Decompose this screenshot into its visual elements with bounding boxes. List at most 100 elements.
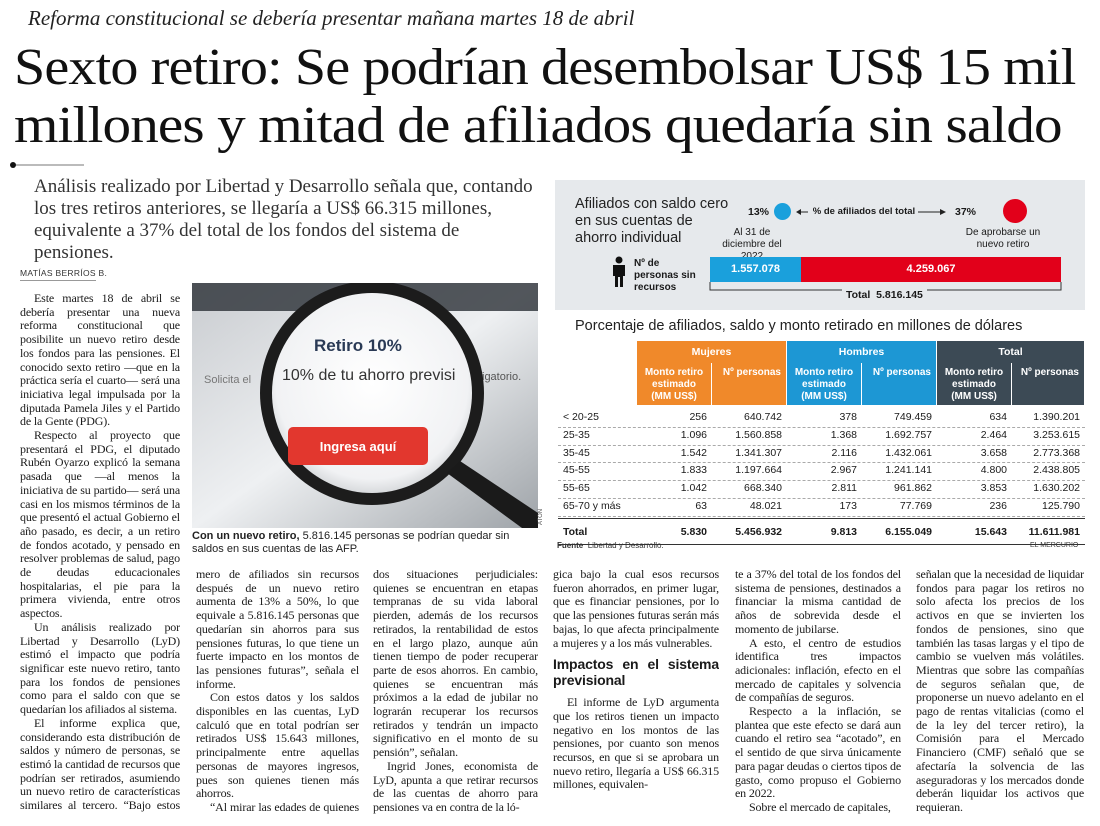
- row-line: [558, 515, 1085, 517]
- column: gica bajo la cual esos recursos fueron a…: [553, 568, 719, 814]
- table-cell: 2.967: [830, 464, 857, 477]
- subheader: Monto retiro estimado (MM US$): [637, 363, 711, 405]
- paragraph: señalan que la necesidad de liquidar fon…: [916, 568, 1084, 814]
- table-cell: 749.459: [894, 411, 932, 423]
- table-cell: 5.830: [680, 525, 707, 538]
- dot: [774, 203, 791, 220]
- table-cell: 1.692.757: [885, 428, 932, 441]
- table-cell: 63: [695, 500, 707, 512]
- total-value: 5.816.145: [876, 289, 923, 301]
- caption-text: 5.816.145 personas se podrían quedar sin…: [192, 530, 510, 555]
- column: te a 37% del total de los fondos del sis…: [735, 568, 901, 814]
- info-title: Afiliados con saldo cero en sus cuentas …: [575, 196, 729, 246]
- table-cell: 668.340: [744, 482, 782, 495]
- lead: Análisis realizado por Libertad y Desarr…: [34, 176, 533, 263]
- table-cell: 77.769: [899, 500, 932, 512]
- paragraph: te a 37% del total de los fondos del sis…: [735, 568, 901, 636]
- bar-before: 1.557.078: [710, 257, 801, 282]
- column: dos situaciones perjudiciales: quienes s…: [373, 568, 538, 814]
- subheader: Monto retiro estimado (MM US$): [937, 363, 1011, 405]
- row-line: [558, 543, 1085, 545]
- byline-rule: [20, 280, 96, 281]
- paragraph: Respecto al proyecto que presentará el P…: [20, 428, 180, 621]
- table-cell: 1.096: [680, 428, 707, 441]
- table-cell: 173: [839, 500, 857, 512]
- table-cell: 5.456.932: [735, 525, 782, 538]
- infographic-box: [555, 180, 1085, 310]
- total-label: Total: [846, 289, 871, 301]
- table-cell: 961.862: [894, 482, 932, 495]
- table-cell: 2.438.805: [1033, 464, 1080, 477]
- row-label: 65-70 y más: [563, 500, 621, 512]
- paragraph: Respecto a la inflación, se plantea que …: [735, 704, 901, 801]
- subheader: Monto retiro estimado (MM US$): [787, 363, 861, 405]
- table-cell: 3.853: [980, 482, 1007, 495]
- table-cell: 2.811: [831, 482, 858, 495]
- before-label: Al 31 de diciembre del 2022: [722, 227, 782, 262]
- table-cell: 4.800: [980, 464, 1007, 477]
- pct: 37%: [955, 206, 977, 218]
- group-header: Mujeres: [637, 341, 786, 363]
- subheader: Nº personas: [712, 363, 786, 405]
- headline: millones y mitad de afiliados quedaría s…: [14, 97, 1063, 154]
- table-cell: 256: [689, 411, 707, 423]
- arrow: [796, 209, 946, 215]
- byline: MATÍAS BERRÍOS B.: [20, 268, 108, 278]
- subheader: Nº personas: [1012, 363, 1084, 405]
- paragraph: Un análisis realizado por Libertad y Des…: [20, 619, 180, 717]
- table-cell: 236: [989, 500, 1007, 512]
- row-label: 45-55: [563, 464, 590, 477]
- table-cell: 15.643: [974, 525, 1007, 538]
- row-line: [558, 462, 1085, 464]
- table-cell: 1.630.202: [1033, 482, 1080, 495]
- source-label: Fuente: [557, 541, 584, 550]
- table-cell: 2.464: [980, 428, 1007, 441]
- people-label: Nº de personas sin recursos: [634, 258, 696, 293]
- headline: Sexto retiro: Se podrían desembolsar US$…: [14, 39, 1076, 96]
- group-header: Hombres: [787, 341, 936, 363]
- column: señalan que la necesidad de liquidar fon…: [916, 568, 1084, 814]
- paragraph: dos situaciones perjudiciales: quienes s…: [373, 568, 538, 760]
- table-cell: 1.341.307: [735, 446, 782, 459]
- table-cell: 1.833: [680, 464, 707, 477]
- table-cell: 6.155.049: [885, 525, 932, 538]
- paragraph: Con estos datos y los saldos disponibles…: [196, 690, 359, 801]
- table-cell: 48.021: [749, 500, 782, 512]
- caption: Con un nuevo retiro, 5.816.145 personas …: [192, 530, 540, 556]
- row-line: [558, 517, 1085, 519]
- paragraph: “Al mirar las edades de quienes podrían …: [196, 799, 359, 814]
- total: Total 5.816.145: [842, 289, 927, 301]
- column: mero de afiliados sin recursos después d…: [196, 568, 359, 814]
- table-cell: 1.560.858: [735, 428, 782, 441]
- table-cell: 1.197.664: [735, 464, 782, 477]
- paragraph: Este martes 18 de abril se debería prese…: [20, 292, 180, 429]
- table-cell: 1.368: [830, 428, 857, 441]
- screen-text: Solicita el: [204, 374, 251, 386]
- screen-text: igatorio.: [482, 371, 521, 383]
- publisher: EL MERCURIO: [1030, 542, 1079, 549]
- paragraph: Sobre el mercado de capitales,: [749, 799, 891, 814]
- group-header: Total: [937, 341, 1084, 363]
- photo-credit: ATON: [538, 509, 544, 525]
- table-cell: 1.542: [680, 446, 707, 459]
- row-label: 25-35: [563, 428, 590, 441]
- button-text: Ingresa aquí: [320, 439, 397, 454]
- screen-text: 10% de tu ahorro previsi: [282, 367, 455, 384]
- table-cell: 2.773.368: [1033, 446, 1080, 459]
- source: Fuente Libertad y Desarrollo.: [557, 541, 664, 550]
- table-title: Porcentaje de afiliados, saldo y monto r…: [575, 318, 1023, 334]
- table-cell: 634: [989, 411, 1007, 423]
- paragraph: El informe explica que, considerando est…: [20, 715, 180, 814]
- rule: [10, 162, 84, 168]
- person-icon: [613, 256, 625, 287]
- kicker: Reforma constitucional se debería presen…: [28, 6, 635, 30]
- caption-bold: Con un nuevo retiro,: [192, 530, 300, 542]
- after-label: De aprobarse un nuevo retiro: [965, 227, 1041, 250]
- row-label: 55-65: [563, 482, 590, 495]
- pct-label: % de afiliados del total: [812, 206, 916, 217]
- row-line: [558, 426, 1085, 428]
- table-cell: 3.253.615: [1033, 428, 1080, 441]
- subheader: Nº personas: [862, 363, 936, 405]
- table-cell: 378: [839, 411, 857, 423]
